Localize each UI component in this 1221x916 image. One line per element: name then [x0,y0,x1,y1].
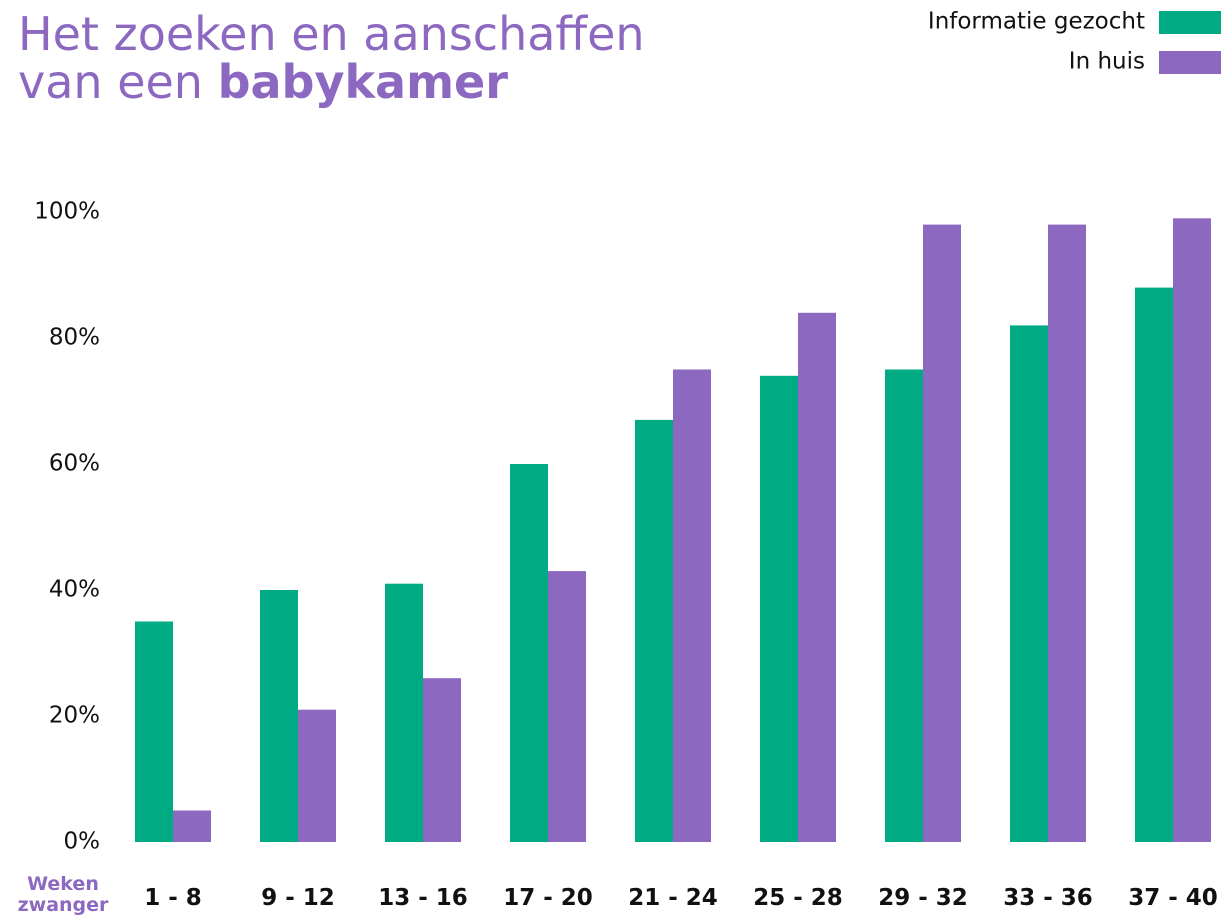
x-tick-label: 13 - 16 [378,885,468,911]
bar [885,369,923,842]
bar [135,621,173,842]
x-tick-label: 37 - 40 [1128,885,1218,911]
bar [260,590,298,842]
x-axis-label: zwanger [18,894,109,916]
x-tick-label: 21 - 24 [628,885,718,911]
chart-title: van een babykamer [18,55,508,109]
legend-swatch [1159,51,1221,74]
y-tick-label: 20% [49,703,100,729]
bar [510,464,548,842]
bar [635,419,673,842]
legend-label: Informatie gezocht [928,9,1145,35]
bar [385,583,423,842]
x-axis-label: Weken [27,873,99,895]
bar [548,571,586,842]
legend-swatch [1159,11,1221,34]
y-tick-label: 60% [49,451,100,477]
x-tick-label: 25 - 28 [753,885,843,911]
bar [1135,287,1173,843]
bar [298,709,336,842]
legend-label: In huis [1069,49,1145,75]
x-tick-label: 33 - 36 [1003,885,1093,911]
bar [1048,224,1086,843]
bar [798,312,836,842]
y-tick-label: 40% [49,577,100,603]
chart-title: van een [18,55,203,109]
chart-title: Het zoeken en aanschaffen [18,7,645,61]
chart-title: babykamer [218,55,509,109]
bar [1173,218,1211,843]
bar [423,678,461,842]
y-tick-label: 0% [64,829,101,855]
bar [1010,325,1048,842]
x-tick-label: 1 - 8 [144,885,202,911]
bar [760,375,798,842]
y-tick-label: 80% [49,325,100,351]
x-tick-label: 9 - 12 [261,885,335,911]
bar [923,224,961,843]
bar [673,369,711,842]
bar [173,810,211,842]
y-tick-label: 100% [34,199,100,225]
x-tick-label: 17 - 20 [503,885,593,911]
x-tick-label: 29 - 32 [878,885,968,911]
